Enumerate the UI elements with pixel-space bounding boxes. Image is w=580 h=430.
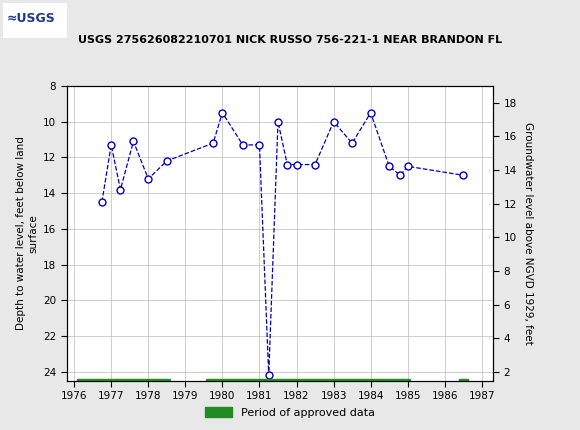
Bar bbox=[206, 379, 409, 387]
Text: USGS 275626082210701 NICK RUSSO 756-221-1 NEAR BRANDON FL: USGS 275626082210701 NICK RUSSO 756-221-… bbox=[78, 35, 502, 45]
Bar bbox=[77, 379, 170, 387]
Text: ≈USGS: ≈USGS bbox=[7, 12, 56, 25]
FancyBboxPatch shape bbox=[3, 3, 67, 37]
Y-axis label: Groundwater level above NGVD 1929, feet: Groundwater level above NGVD 1929, feet bbox=[523, 122, 534, 345]
Y-axis label: Depth to water level, feet below land
surface: Depth to water level, feet below land su… bbox=[16, 136, 39, 330]
Legend: Period of approved data: Period of approved data bbox=[200, 403, 380, 422]
Bar bbox=[459, 379, 468, 387]
